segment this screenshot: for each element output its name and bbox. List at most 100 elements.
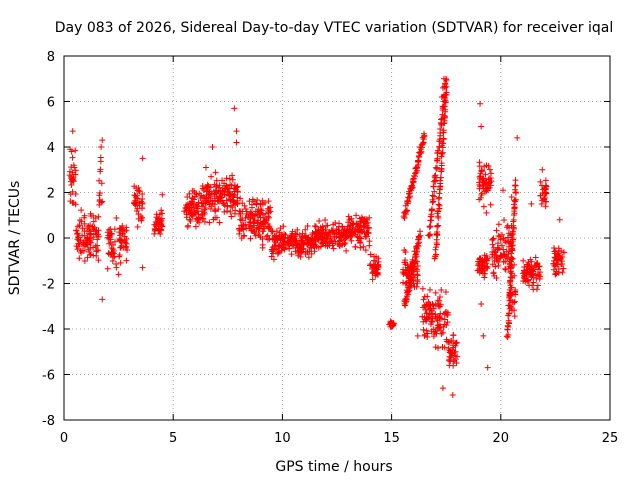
data-point: [369, 269, 376, 276]
data-point: [300, 241, 307, 248]
data-point: [284, 239, 291, 246]
data-point: [436, 321, 443, 328]
data-point: [423, 327, 430, 334]
data-point: [343, 247, 350, 254]
data-point: [95, 213, 102, 220]
data-point: [552, 271, 559, 278]
data-point: [217, 188, 224, 195]
data-point: [289, 228, 296, 235]
data-point: [299, 248, 306, 255]
data-point: [336, 238, 343, 245]
data-point: [512, 196, 519, 203]
data-point: [70, 199, 77, 206]
data-point: [159, 191, 166, 198]
data-point: [502, 266, 509, 273]
data-point: [95, 257, 102, 264]
data-point: [556, 216, 563, 223]
data-point: [187, 218, 194, 225]
data-point: [435, 201, 442, 208]
x-axis-label: GPS time / hours: [275, 459, 392, 475]
data-point: [256, 231, 263, 238]
data-point: [259, 241, 266, 248]
data-point: [99, 296, 106, 303]
data-point: [480, 265, 487, 272]
data-point: [236, 210, 243, 217]
data-point: [449, 391, 456, 398]
data-point: [258, 207, 265, 214]
data-point: [357, 239, 364, 246]
data-point: [424, 333, 431, 340]
data-point: [239, 200, 246, 207]
data-point: [542, 203, 549, 210]
data-point: [493, 253, 500, 260]
data-point: [85, 230, 92, 237]
data-point: [415, 159, 422, 166]
data-point: [240, 226, 247, 233]
data-point: [206, 219, 213, 226]
data-point: [139, 155, 146, 162]
data-point: [436, 186, 443, 193]
data-point: [99, 198, 106, 205]
data-point: [428, 211, 435, 218]
data-point: [434, 156, 441, 163]
data-point: [442, 91, 449, 98]
data-point: [510, 225, 517, 232]
data-point: [296, 232, 303, 239]
x-tick-label: 10: [274, 431, 291, 446]
data-point: [423, 318, 430, 325]
x-tick-label: 0: [60, 431, 68, 446]
data-point: [435, 208, 442, 215]
data-point: [443, 288, 450, 295]
data-point: [432, 177, 439, 184]
data-point: [236, 230, 243, 237]
data-point: [322, 217, 329, 224]
data-point: [123, 240, 130, 247]
data-point: [221, 188, 228, 195]
data-point: [77, 247, 84, 254]
data-point: [247, 235, 254, 242]
data-point: [107, 226, 114, 233]
data-point: [265, 223, 272, 230]
data-point: [435, 147, 442, 154]
data-point: [476, 163, 483, 170]
data-point: [478, 167, 485, 174]
data-point: [493, 227, 500, 234]
data-point: [442, 108, 449, 115]
data-point: [305, 254, 312, 261]
data-point: [185, 222, 192, 229]
data-point: [440, 129, 447, 136]
data-point: [72, 147, 79, 154]
data-point: [139, 264, 146, 271]
tick-labels: 0 5 10 15 20 25 -8 -6 -4 -2 0 2 4 6 8: [42, 50, 618, 446]
data-point: [228, 182, 235, 189]
data-point: [441, 311, 448, 318]
data-point: [315, 244, 322, 251]
data-point: [502, 265, 509, 272]
y-axis-label: SDTVAR / TECUs: [7, 181, 23, 296]
data-point: [67, 191, 74, 198]
data-point: [435, 300, 442, 307]
data-point: [299, 237, 306, 244]
data-point: [120, 226, 127, 233]
data-point: [526, 270, 533, 277]
data-point: [504, 234, 511, 241]
data-point: [106, 240, 113, 247]
data-point: [443, 83, 450, 90]
data-point: [251, 217, 258, 224]
data-point: [507, 265, 514, 272]
data-point: [400, 270, 407, 277]
data-point: [447, 349, 454, 356]
data-point: [192, 209, 199, 216]
data-point: [116, 225, 123, 232]
data-point: [159, 210, 166, 217]
data-point: [344, 223, 351, 230]
data-point: [437, 125, 444, 132]
data-point: [208, 203, 215, 210]
data-point: [238, 222, 245, 229]
data-point: [432, 246, 439, 253]
data-point: [499, 252, 506, 259]
data-point: [491, 249, 498, 256]
data-point: [490, 269, 497, 276]
data-point: [484, 364, 491, 371]
data-point: [560, 249, 567, 256]
